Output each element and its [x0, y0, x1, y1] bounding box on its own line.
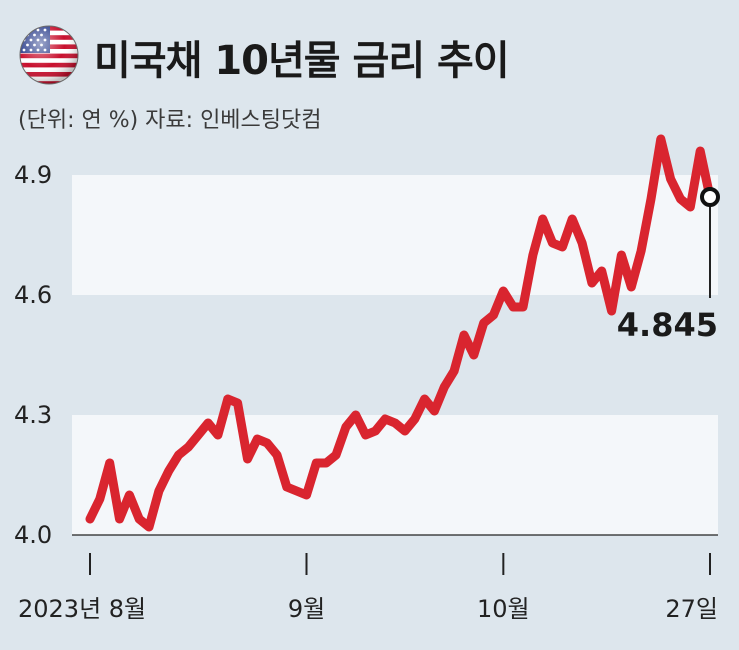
data-point [473, 354, 475, 356]
data-point [384, 418, 386, 420]
data-point [581, 242, 583, 244]
x-tick-label: 27일 [665, 595, 718, 623]
data-point [492, 314, 494, 316]
data-point [99, 498, 101, 500]
data-point [355, 414, 357, 416]
data-point [237, 402, 239, 404]
data-point [246, 458, 248, 460]
us-flag-icon [19, 25, 79, 85]
chart-band-1 [72, 415, 718, 535]
data-point [227, 398, 229, 400]
last-value-marker-group: 4.845 [617, 187, 720, 344]
data-point [325, 462, 327, 464]
data-point [532, 254, 534, 256]
data-point [650, 198, 652, 200]
data-point [394, 422, 396, 424]
data-point [552, 242, 554, 244]
data-point [502, 290, 504, 292]
data-point [679, 198, 681, 200]
chart-band-0 [72, 175, 718, 295]
x-tick-label: 9월 [288, 595, 325, 623]
data-point [660, 138, 662, 140]
data-point [591, 282, 593, 284]
series-line [85, 134, 715, 532]
data-point [256, 438, 258, 440]
data-point [335, 454, 337, 456]
data-point [148, 526, 150, 528]
y-tick-label: 4.6 [14, 281, 52, 309]
data-point [453, 370, 455, 372]
data-point [630, 286, 632, 288]
x-tick-label: 10월 [477, 595, 530, 623]
data-point [178, 454, 180, 456]
chart-bands [72, 175, 718, 535]
data-point [374, 430, 376, 432]
data-point [640, 250, 642, 252]
header: 미국채 10년물 금리 추이 [18, 18, 718, 88]
data-point [138, 518, 140, 520]
last-value-label: 4.845 [617, 306, 718, 344]
series-line-group [85, 134, 715, 532]
data-point [512, 306, 514, 308]
data-point [433, 410, 435, 412]
data-point [296, 490, 298, 492]
data-point [109, 462, 111, 464]
data-point [424, 398, 426, 400]
y-axis-ticks: 4.0 4.3 4.6 4.9 [14, 161, 52, 549]
data-point [620, 254, 622, 256]
data-point [601, 270, 603, 272]
data-point [119, 518, 121, 520]
data-point [158, 490, 160, 492]
data-point [689, 206, 691, 208]
unit-source-note: (단위: 연 %) 자료: 인베스팅닷컴 [18, 108, 322, 133]
page-title: 미국채 10년물 금리 추이 [94, 38, 510, 84]
data-point [207, 422, 209, 424]
x-axis-ticks: 2023년 8월 9월 10월 27일 [18, 534, 718, 623]
y-tick-label: 4.3 [14, 401, 52, 429]
data-point [168, 470, 170, 472]
data-point [561, 246, 563, 248]
y-tick-label: 4.9 [14, 161, 52, 189]
data-point [315, 462, 317, 464]
last-value-marker [700, 187, 720, 207]
data-point [128, 494, 130, 496]
data-point [187, 446, 189, 448]
data-point [266, 442, 268, 444]
data-point [483, 322, 485, 324]
data-point [699, 150, 701, 152]
data-point [276, 454, 278, 456]
data-point [414, 418, 416, 420]
data-point [670, 178, 672, 180]
data-point [345, 426, 347, 428]
data-point [611, 310, 613, 312]
y-tick-label: 4.0 [14, 521, 52, 549]
x-tick-label: 2023년 8월 [18, 595, 146, 623]
data-point [365, 434, 367, 436]
data-point [463, 334, 465, 336]
data-point [89, 518, 91, 520]
data-point [404, 430, 406, 432]
data-point [522, 306, 524, 308]
data-point [197, 434, 199, 436]
data-point [571, 218, 573, 220]
data-point [286, 486, 288, 488]
data-point [443, 386, 445, 388]
data-point [542, 218, 544, 220]
data-point [306, 494, 308, 496]
data-point [217, 434, 219, 436]
